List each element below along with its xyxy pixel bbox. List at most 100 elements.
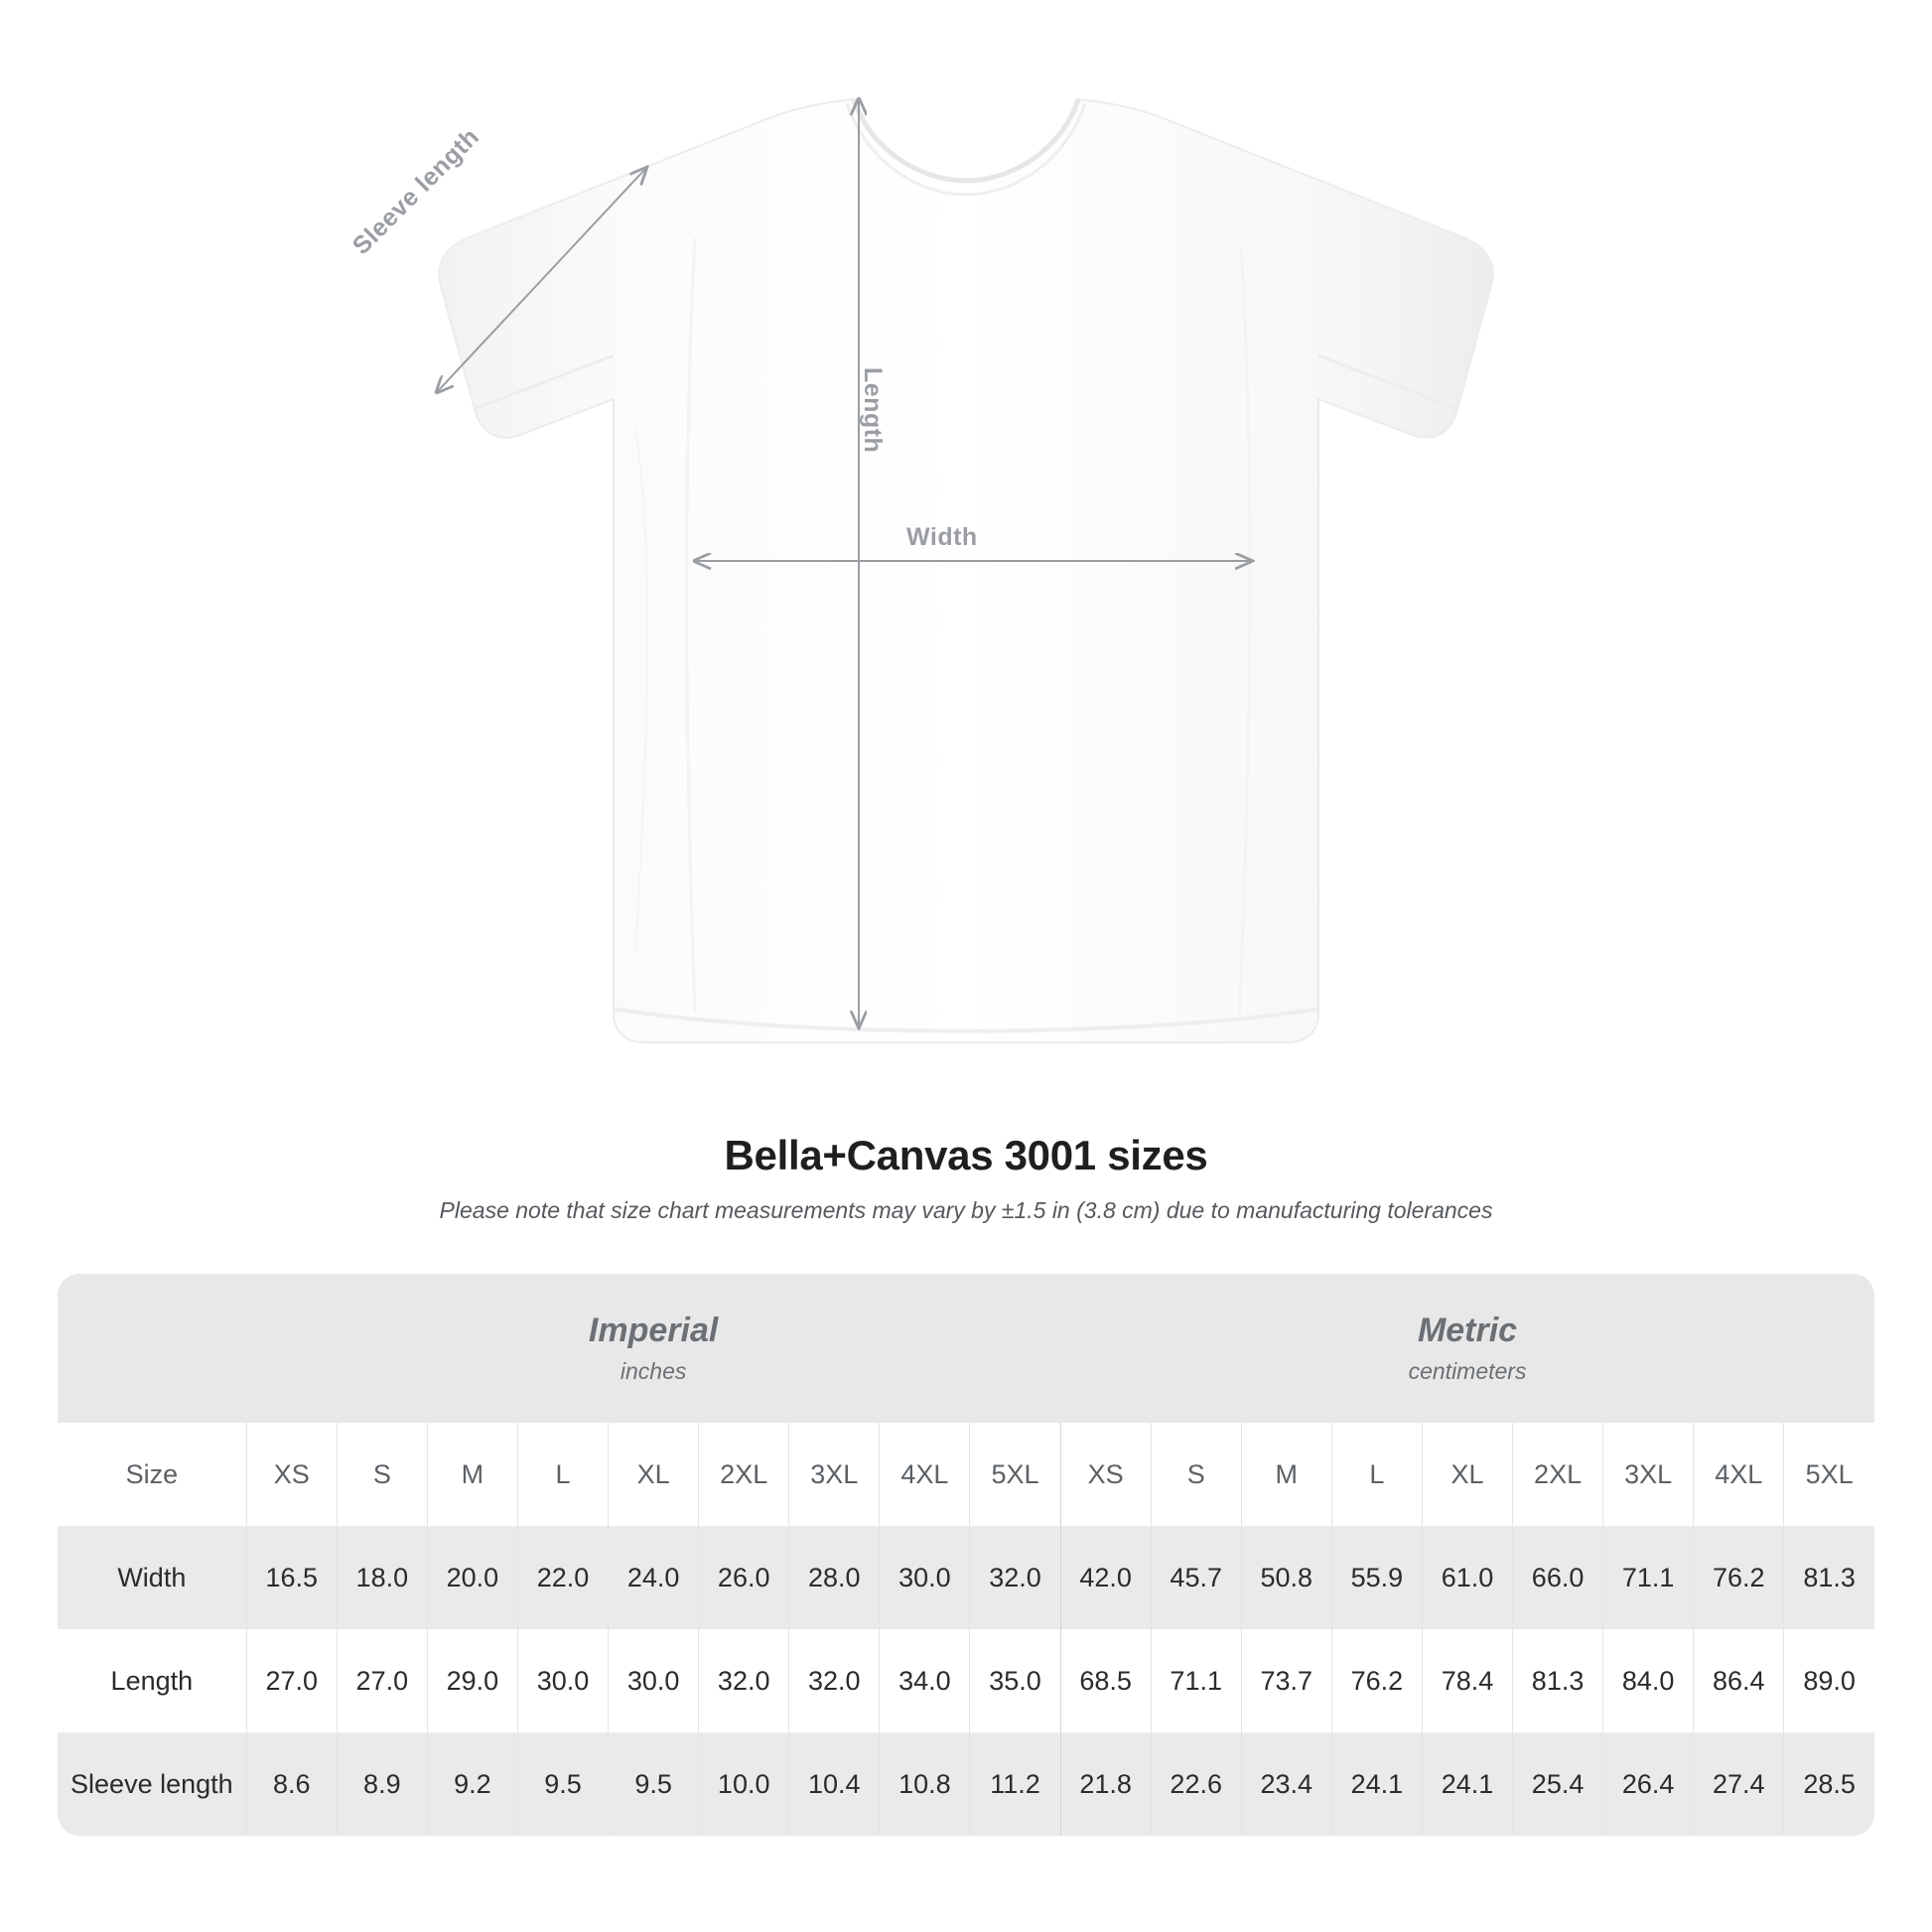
measure-value: 81.3 [1512, 1629, 1604, 1732]
measure-value: 23.4 [1241, 1732, 1332, 1836]
size-header-cell: 5XL [969, 1423, 1061, 1526]
size-header-cell: XL [608, 1423, 700, 1526]
measure-value: 35.0 [969, 1629, 1061, 1732]
size-header-cell: 2XL [1512, 1423, 1604, 1526]
size-header-row: Size XS S M L XL 2XL 3XL 4XL 5XL XS S M L XL 2XL 3XL 4XL… [58, 1423, 1874, 1526]
measure-value: 89.0 [1783, 1629, 1874, 1732]
size-header-cell: 2XL [698, 1423, 790, 1526]
shirt-body-shape [438, 97, 1494, 1043]
size-header-cell: 4XL [1693, 1423, 1785, 1526]
size-header-cell: M [1241, 1423, 1332, 1526]
size-header-cell: 4XL [879, 1423, 971, 1526]
measure-value: 27.0 [337, 1629, 428, 1732]
size-header-cell: XS [246, 1423, 338, 1526]
unit-group-row: Imperial inches Metric centimeters [58, 1274, 1874, 1423]
measure-value: 32.0 [788, 1629, 881, 1732]
size-header-cell: L [1331, 1423, 1423, 1526]
measure-value: 76.2 [1331, 1629, 1423, 1732]
measure-value: 9.5 [517, 1732, 610, 1836]
garment-illustration: Sleeve length Length Width [0, 0, 1494, 1043]
size-header-cell: M [427, 1423, 518, 1526]
sleeve-dimension-line [437, 167, 647, 392]
measure-value: 55.9 [1331, 1526, 1423, 1629]
size-header-cell: 3XL [1602, 1423, 1695, 1526]
measure-value: 18.0 [337, 1526, 428, 1629]
size-header-cell: 5XL [1783, 1423, 1874, 1526]
table-row: Sleeve length 8.6 8.9 9.2 9.5 9.5 10.0 10.4 10.8… [58, 1732, 1874, 1836]
measure-label: Length [58, 1629, 247, 1732]
measure-value: 34.0 [879, 1629, 971, 1732]
measure-value: 61.0 [1422, 1526, 1514, 1629]
measure-value: 66.0 [1512, 1526, 1604, 1629]
measure-value: 27.0 [246, 1629, 338, 1732]
measure-value: 24.1 [1331, 1732, 1423, 1836]
measure-value: 78.4 [1422, 1629, 1514, 1732]
measure-value: 8.6 [246, 1732, 338, 1836]
measure-value: 32.0 [698, 1629, 790, 1732]
measure-value: 29.0 [427, 1629, 518, 1732]
measure-value: 10.0 [698, 1732, 790, 1836]
measure-label: Sleeve length [58, 1732, 247, 1836]
measure-value: 24.0 [608, 1526, 700, 1629]
unit-group-imperial: Imperial inches [246, 1274, 1061, 1423]
measure-value: 9.2 [427, 1732, 518, 1836]
measure-value: 73.7 [1241, 1629, 1332, 1732]
size-header-cell: S [337, 1423, 428, 1526]
measure-value: 20.0 [427, 1526, 518, 1629]
table-row: Width 16.5 18.0 20.0 22.0 24.0 26.0 28.0 30.0 32.… [58, 1526, 1874, 1629]
unit-group-subtitle: centimeters [1408, 1358, 1527, 1385]
size-header-cell: XL [1422, 1423, 1514, 1526]
measure-value: 26.0 [698, 1526, 790, 1629]
measure-value: 26.4 [1602, 1732, 1695, 1836]
measure-value: 81.3 [1783, 1526, 1874, 1629]
unit-group-name: Metric [1417, 1311, 1518, 1349]
measure-value: 76.2 [1693, 1526, 1785, 1629]
chart-header: Bella+Canvas 3001 sizes Please note that… [0, 1132, 1932, 1224]
size-table-container: Imperial inches Metric centimeters Size XS S… [58, 1274, 1874, 1836]
measure-value: 22.6 [1151, 1732, 1242, 1836]
measure-value: 28.0 [788, 1526, 881, 1629]
measure-value: 86.4 [1693, 1629, 1785, 1732]
tshirt-graphic [0, 0, 1494, 1043]
measure-value: 21.8 [1060, 1732, 1152, 1836]
measure-value: 28.5 [1783, 1732, 1874, 1836]
measure-value: 30.0 [879, 1526, 971, 1629]
measure-value: 27.4 [1693, 1732, 1785, 1836]
measure-value: 68.5 [1060, 1629, 1152, 1732]
measure-value: 10.8 [879, 1732, 971, 1836]
size-header-label: Size [58, 1423, 247, 1526]
measure-value: 30.0 [608, 1629, 700, 1732]
measure-value: 71.1 [1602, 1526, 1695, 1629]
measure-value: 24.1 [1422, 1732, 1514, 1836]
measure-value: 8.9 [337, 1732, 428, 1836]
measure-value: 30.0 [517, 1629, 610, 1732]
size-header-cell: S [1151, 1423, 1242, 1526]
page-title: Bella+Canvas 3001 sizes [724, 1132, 1208, 1178]
unit-row-corner [58, 1274, 247, 1423]
measure-value: 9.5 [608, 1732, 700, 1836]
measure-label: Width [58, 1526, 247, 1629]
size-header-cell: 3XL [788, 1423, 881, 1526]
length-dimension-label: Length [859, 367, 887, 454]
width-dimension-label: Width [906, 523, 978, 551]
measure-value: 71.1 [1151, 1629, 1242, 1732]
measure-value: 42.0 [1060, 1526, 1152, 1629]
size-header-cell: XS [1060, 1423, 1152, 1526]
size-table: Imperial inches Metric centimeters Size XS S… [58, 1274, 1874, 1836]
unit-group-metric: Metric centimeters [1060, 1274, 1874, 1423]
measure-value: 25.4 [1512, 1732, 1604, 1836]
table-row: Length 27.0 27.0 29.0 30.0 30.0 32.0 32.0 34.0 35… [58, 1629, 1874, 1732]
unit-group-subtitle: inches [620, 1358, 687, 1385]
measure-value: 32.0 [969, 1526, 1061, 1629]
tolerance-note: Please note that size chart measurements… [439, 1197, 1493, 1223]
measure-value: 22.0 [517, 1526, 610, 1629]
measure-value: 16.5 [246, 1526, 338, 1629]
measure-value: 45.7 [1151, 1526, 1242, 1629]
measure-value: 11.2 [969, 1732, 1061, 1836]
unit-group-name: Imperial [588, 1311, 719, 1349]
measure-value: 10.4 [788, 1732, 881, 1836]
measure-value: 50.8 [1241, 1526, 1332, 1629]
size-header-cell: L [517, 1423, 610, 1526]
measure-value: 84.0 [1602, 1629, 1695, 1732]
